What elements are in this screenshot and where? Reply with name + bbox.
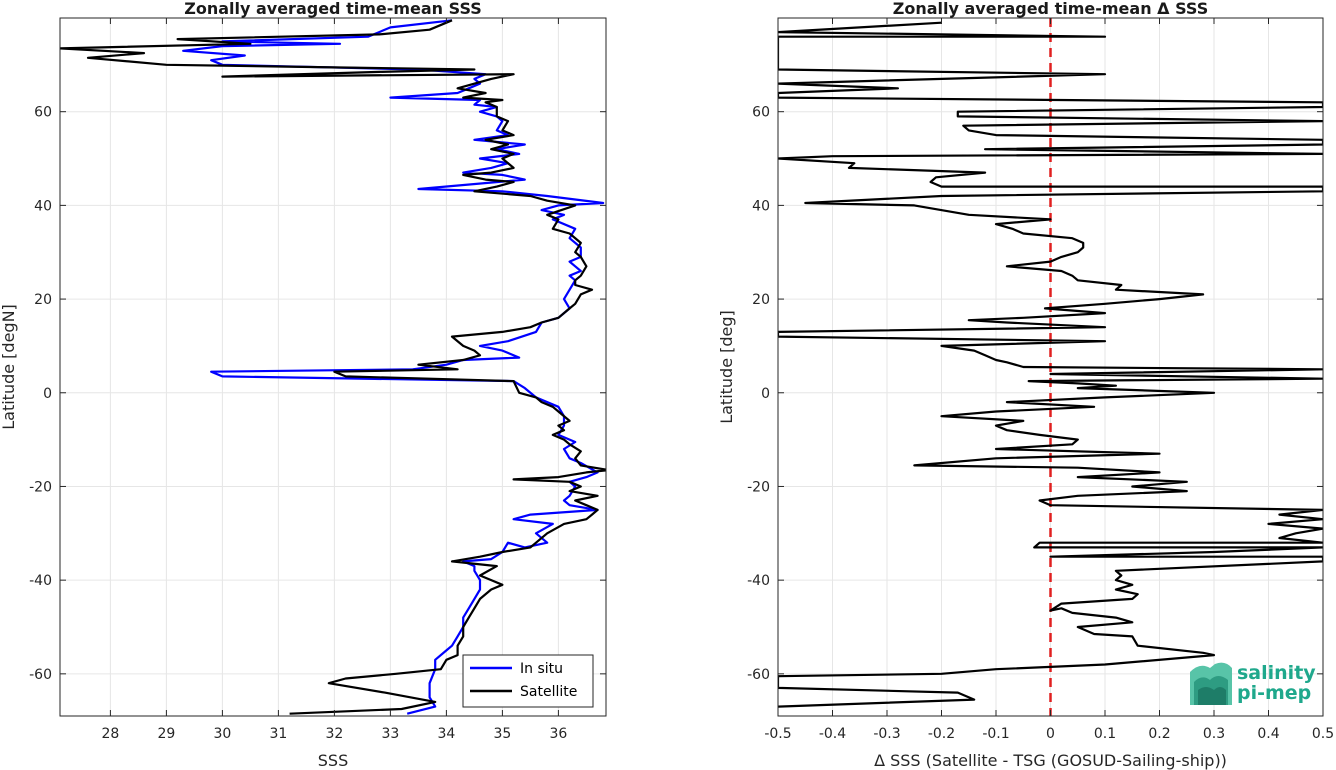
x-tick-label: 35	[493, 726, 511, 742]
logo-line-2: pi-mep	[1237, 682, 1311, 704]
y-tick-label: -60	[29, 667, 52, 683]
x-tick-label: 0.4	[1257, 726, 1279, 742]
y-tick-label: 20	[34, 292, 52, 308]
sss-legend: In situ Satellite	[462, 654, 594, 708]
wave-logo-icon	[1190, 662, 1232, 705]
logo-line-1: salinity	[1237, 662, 1316, 684]
x-tick-label: -0.4	[819, 726, 846, 742]
series-line-satellite	[60, 19, 606, 715]
delta-sss-lines	[778, 18, 1323, 716]
x-tick-label: 29	[157, 726, 175, 742]
delta-sss-y-axis-label: Latitude [deg]	[717, 310, 736, 424]
legend-box	[462, 654, 594, 708]
x-tick-label: 0.5	[1312, 726, 1334, 742]
salinity-pi-mep-logo: salinity pi-mep	[1190, 662, 1316, 705]
x-tick-label: 34	[437, 726, 455, 742]
y-tick-label: 20	[752, 292, 770, 308]
sss-chart-title: Zonally averaged time-mean SSS	[184, 0, 482, 18]
x-tick-label: 0.3	[1203, 726, 1225, 742]
x-tick-label: -0.5	[764, 726, 791, 742]
sss-ticks: 28 29 30 31 32 33 34 35 36 -60 -40 -20 0 20 40 60	[29, 18, 606, 742]
x-tick-label: -0.2	[928, 726, 955, 742]
x-tick-label: 31	[269, 726, 287, 742]
sss-grid	[60, 18, 606, 716]
x-tick-label: 0.2	[1148, 726, 1170, 742]
x-tick-label: 36	[549, 726, 567, 742]
sss-plot-area	[60, 18, 606, 716]
x-tick-label: -0.3	[873, 726, 900, 742]
y-tick-label: -20	[747, 479, 770, 495]
sss-lines	[60, 19, 606, 715]
x-tick-label: 33	[381, 726, 399, 742]
x-tick-label: 0.1	[1094, 726, 1116, 742]
sss-x-axis-label: SSS	[318, 751, 348, 770]
y-tick-label: 0	[43, 386, 52, 402]
sss-axes-box	[59, 17, 607, 717]
delta-sss-x-axis-label: Δ SSS (Satellite - TSG (GOSUD-Sailing-sh…	[874, 751, 1227, 770]
x-tick-label: 0	[1046, 726, 1055, 742]
x-tick-label: 30	[213, 726, 231, 742]
y-tick-label: -40	[747, 573, 770, 589]
x-tick-label: -0.1	[982, 726, 1009, 742]
x-tick-label: 32	[325, 726, 343, 742]
delta-sss-ticks: -0.5 -0.4 -0.3 -0.2 -0.1 0 0.1 0.2 0.3 0.4 0.5 -60 -…	[747, 18, 1334, 742]
delta-sss-panel: -0.5 -0.4 -0.3 -0.2 -0.1 0 0.1 0.2 0.3 0.4 0.5 -60 -…	[717, 0, 1334, 770]
y-tick-label: 0	[761, 386, 770, 402]
delta-sss-chart-title: Zonally averaged time-mean Δ SSS	[893, 0, 1209, 18]
legend-label-satellite: Satellite	[520, 684, 577, 700]
y-tick-label: 60	[34, 105, 52, 121]
y-tick-label: -60	[747, 667, 770, 683]
y-tick-label: -20	[29, 479, 52, 495]
legend-label-in-situ: In situ	[520, 661, 563, 677]
sss-y-axis-label: Latitude [degN]	[0, 304, 18, 430]
series-line-0	[778, 21, 1323, 708]
y-tick-label: 40	[34, 198, 52, 214]
y-tick-label: 60	[752, 105, 770, 121]
x-tick-label: 28	[101, 726, 119, 742]
y-tick-label: 40	[752, 198, 770, 214]
sss-panel: 28 29 30 31 32 33 34 35 36 -60 -40 -20 0 20 40 60 Zonal…	[0, 0, 607, 770]
y-tick-label: -40	[29, 573, 52, 589]
